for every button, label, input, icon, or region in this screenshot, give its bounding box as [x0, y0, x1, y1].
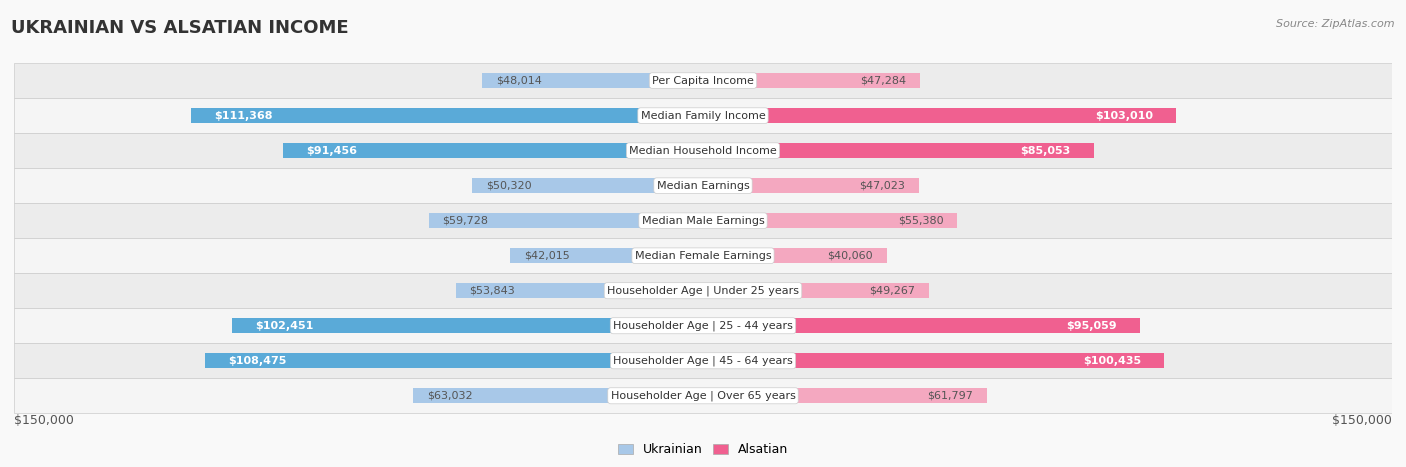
Bar [283, 143, 703, 158]
Bar [191, 108, 703, 123]
Text: $108,475: $108,475 [228, 356, 287, 366]
Bar [413, 389, 703, 403]
Text: $111,368: $111,368 [215, 111, 273, 120]
Bar [14, 378, 1392, 413]
Text: $61,797: $61,797 [927, 391, 973, 401]
Text: Source: ZipAtlas.com: Source: ZipAtlas.com [1277, 19, 1395, 28]
Bar [14, 238, 1392, 273]
Bar [232, 318, 703, 333]
Bar [205, 354, 703, 368]
Text: $103,010: $103,010 [1095, 111, 1153, 120]
Text: Householder Age | Over 65 years: Householder Age | Over 65 years [610, 390, 796, 401]
Text: Median Family Income: Median Family Income [641, 111, 765, 120]
Text: Householder Age | 25 - 44 years: Householder Age | 25 - 44 years [613, 320, 793, 331]
Bar [703, 283, 929, 298]
Text: Householder Age | 45 - 64 years: Householder Age | 45 - 64 years [613, 355, 793, 366]
Text: Median Male Earnings: Median Male Earnings [641, 216, 765, 226]
Bar [429, 213, 703, 228]
Text: $47,284: $47,284 [860, 76, 907, 85]
Text: UKRAINIAN VS ALSATIAN INCOME: UKRAINIAN VS ALSATIAN INCOME [11, 19, 349, 37]
Bar [14, 133, 1392, 168]
Bar [703, 178, 920, 193]
Text: $50,320: $50,320 [485, 181, 531, 191]
Text: $59,728: $59,728 [443, 216, 488, 226]
Bar [456, 283, 703, 298]
Text: $55,380: $55,380 [898, 216, 943, 226]
Bar [14, 273, 1392, 308]
Text: $95,059: $95,059 [1066, 321, 1116, 331]
Text: Per Capita Income: Per Capita Income [652, 76, 754, 85]
Bar [703, 143, 1094, 158]
Text: $42,015: $42,015 [524, 251, 569, 261]
Bar [703, 213, 957, 228]
Text: $47,023: $47,023 [859, 181, 905, 191]
Bar [482, 73, 703, 88]
Bar [703, 389, 987, 403]
Text: $63,032: $63,032 [427, 391, 472, 401]
Text: $48,014: $48,014 [496, 76, 543, 85]
Text: Median Household Income: Median Household Income [628, 146, 778, 156]
Text: $40,060: $40,060 [828, 251, 873, 261]
Text: Median Female Earnings: Median Female Earnings [634, 251, 772, 261]
Text: Median Earnings: Median Earnings [657, 181, 749, 191]
Text: $53,843: $53,843 [470, 286, 515, 296]
Text: $49,267: $49,267 [869, 286, 915, 296]
Text: $85,053: $85,053 [1021, 146, 1071, 156]
Bar [703, 73, 920, 88]
Bar [14, 168, 1392, 203]
Bar [14, 343, 1392, 378]
Bar [14, 308, 1392, 343]
Bar [703, 354, 1164, 368]
Bar [14, 63, 1392, 98]
Bar [472, 178, 703, 193]
Text: Householder Age | Under 25 years: Householder Age | Under 25 years [607, 285, 799, 296]
Bar [510, 248, 703, 263]
Text: $150,000: $150,000 [1331, 414, 1392, 427]
Text: $150,000: $150,000 [14, 414, 75, 427]
Text: $102,451: $102,451 [256, 321, 314, 331]
Bar [14, 98, 1392, 133]
Bar [703, 248, 887, 263]
Bar [703, 108, 1175, 123]
Bar [703, 318, 1140, 333]
Legend: Ukrainian, Alsatian: Ukrainian, Alsatian [613, 439, 793, 461]
Text: $91,456: $91,456 [307, 146, 357, 156]
Bar [14, 203, 1392, 238]
Text: $100,435: $100,435 [1083, 356, 1142, 366]
